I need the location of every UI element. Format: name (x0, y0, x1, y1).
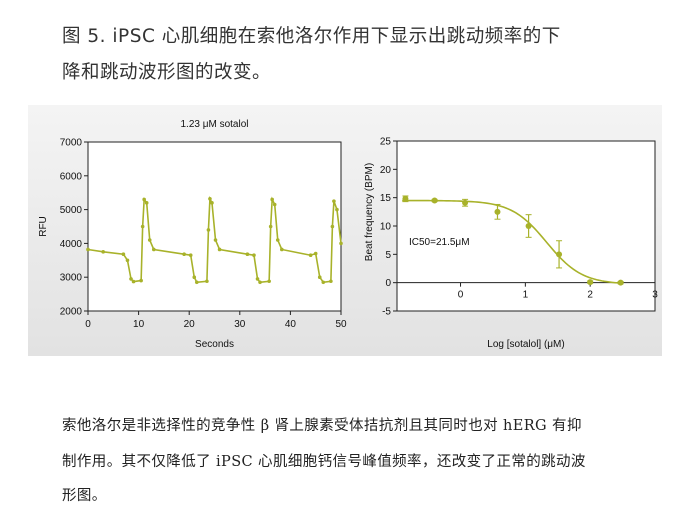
data-point (151, 247, 156, 252)
x-tick-label: 50 (335, 319, 347, 330)
data-point (129, 277, 133, 281)
x-axis-label: Log [sotalol] (μM) (487, 339, 564, 350)
data-point (332, 199, 336, 203)
data-point (252, 253, 256, 258)
data-point (317, 275, 322, 280)
data-point (313, 251, 318, 256)
data-point (142, 197, 146, 202)
figure-caption-line-1: 图 5. iPSC 心肌细胞在索他洛尔作用下显示出跳动频率的下 (62, 26, 561, 47)
y-tick-label: 25 (380, 137, 392, 148)
y-axis-label: Beat frequency (BPM) (364, 163, 375, 261)
y-tick-label: 7000 (60, 138, 83, 149)
data-point (275, 238, 280, 242)
data-point (587, 279, 594, 286)
data-point (192, 275, 197, 280)
data-point (121, 252, 126, 257)
data-point (462, 199, 469, 206)
data-point (131, 279, 136, 284)
data-point (272, 202, 277, 207)
y-tick-label: 6000 (60, 171, 83, 182)
data-point (329, 279, 333, 284)
data-point (258, 280, 262, 285)
x-tick-label: 20 (184, 319, 196, 330)
data-point (255, 277, 260, 281)
x-tick-label: 2 (587, 290, 593, 301)
y-tick-label: 10 (380, 222, 392, 233)
x-tick-label: 0 (85, 319, 91, 330)
data-point (270, 197, 274, 202)
data-point (213, 238, 218, 242)
data-point (339, 241, 343, 246)
x-tick-label: 40 (285, 319, 297, 330)
y-tick-label: 15 (380, 193, 392, 204)
x-tick-label: 0 (458, 290, 464, 301)
data-point (182, 252, 186, 257)
x-axis-label: Seconds (195, 339, 234, 350)
data-point (147, 238, 152, 242)
data-point (140, 224, 145, 229)
data-point (431, 197, 438, 204)
data-point (556, 251, 563, 258)
data-point (101, 250, 105, 254)
data-point (144, 201, 149, 205)
fit-curve (402, 199, 621, 284)
y-tick-label: 0 (385, 278, 391, 289)
left-chart-title: 1.23 μM sotalol (180, 119, 248, 130)
x-tick-label: 3 (652, 290, 658, 301)
x-tick-label: 1 (523, 290, 529, 301)
data-point (245, 252, 250, 257)
data-point (308, 253, 313, 258)
y-tick-label: 3000 (60, 273, 83, 284)
data-point (125, 258, 130, 263)
data-point (194, 280, 199, 285)
data-point (267, 279, 271, 284)
y-tick-label: 2000 (60, 307, 83, 318)
x-tick-label: 10 (133, 319, 145, 330)
y-tick-label: 5000 (60, 205, 83, 216)
body-text-line-1: 索他洛尔是非选择性的竞争性 β 肾上腺素受体拮抗剂且其同时也对 hERG 有抑 (62, 418, 582, 434)
ic50-annotation: IC50=21.5μM (409, 237, 470, 248)
data-point (321, 280, 326, 285)
data-point (210, 201, 214, 205)
y-tick-label: -5 (382, 307, 391, 318)
data-point (208, 196, 212, 201)
data-point (139, 278, 143, 283)
data-point (335, 207, 339, 212)
y-tick-label: 5 (385, 250, 391, 261)
data-point (205, 279, 209, 284)
data-point (86, 247, 90, 252)
data-point (268, 224, 273, 229)
data-point (617, 279, 624, 286)
data-point (279, 247, 284, 252)
data-point (217, 247, 222, 252)
body-text-line-2: 制作用。其不仅降低了 iPSC 心肌细胞钙信号峰值频率，还改变了正常的跳动波 (62, 454, 586, 470)
y-tick-label: 4000 (60, 239, 83, 250)
data-point (494, 208, 501, 215)
data-point (206, 228, 211, 232)
y-axis-label: RFU (38, 216, 49, 237)
body-text-line-3: 形图。 (62, 488, 107, 504)
data-point (525, 223, 532, 229)
y-tick-label: 20 (380, 165, 392, 176)
data-point (330, 224, 335, 229)
data-point (402, 195, 409, 202)
data-point (188, 253, 193, 258)
x-tick-label: 30 (234, 319, 246, 330)
figure-caption-line-2: 降和跳动波形图的改变。 (62, 62, 272, 83)
